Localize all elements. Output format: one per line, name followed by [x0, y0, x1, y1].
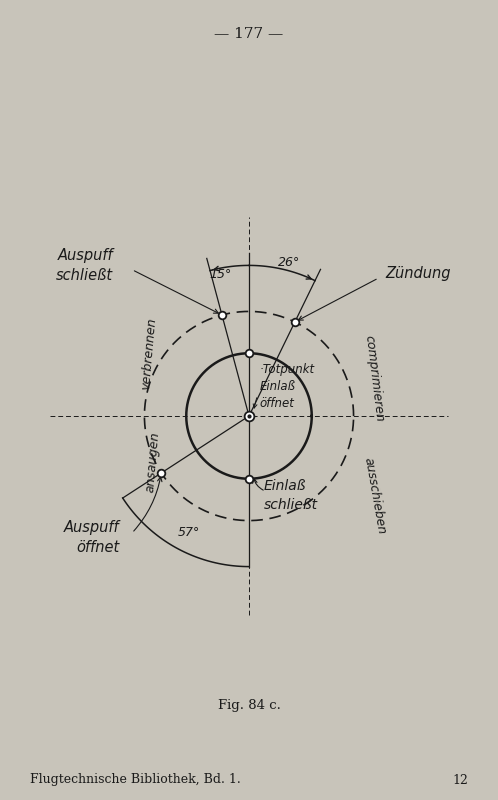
Text: — 177 —: — 177 — [214, 26, 284, 41]
Text: Fig. 84 c.: Fig. 84 c. [218, 699, 280, 712]
Text: ansaugen: ansaugen [143, 431, 162, 493]
Text: ausschieben: ausschieben [362, 456, 387, 535]
Text: 15°: 15° [209, 268, 231, 281]
Text: 26°: 26° [278, 256, 300, 269]
Text: ·Totpunkt
Einlaß
öffnet: ·Totpunkt Einlaß öffnet [259, 363, 315, 410]
Text: Flugtechnische Bibliothek, Bd. 1.: Flugtechnische Bibliothek, Bd. 1. [30, 774, 241, 786]
Text: 12: 12 [452, 774, 468, 786]
Text: Einlaß
schließt: Einlaß schließt [263, 479, 318, 512]
Text: Zündung: Zündung [385, 266, 451, 282]
Text: 57°: 57° [178, 526, 200, 538]
Text: verbrennen: verbrennen [139, 317, 158, 390]
Text: Auspuff
schließt: Auspuff schließt [56, 248, 113, 283]
Text: comprimieren: comprimieren [363, 334, 386, 422]
Text: Auspuff
öffnet: Auspuff öffnet [64, 520, 120, 554]
